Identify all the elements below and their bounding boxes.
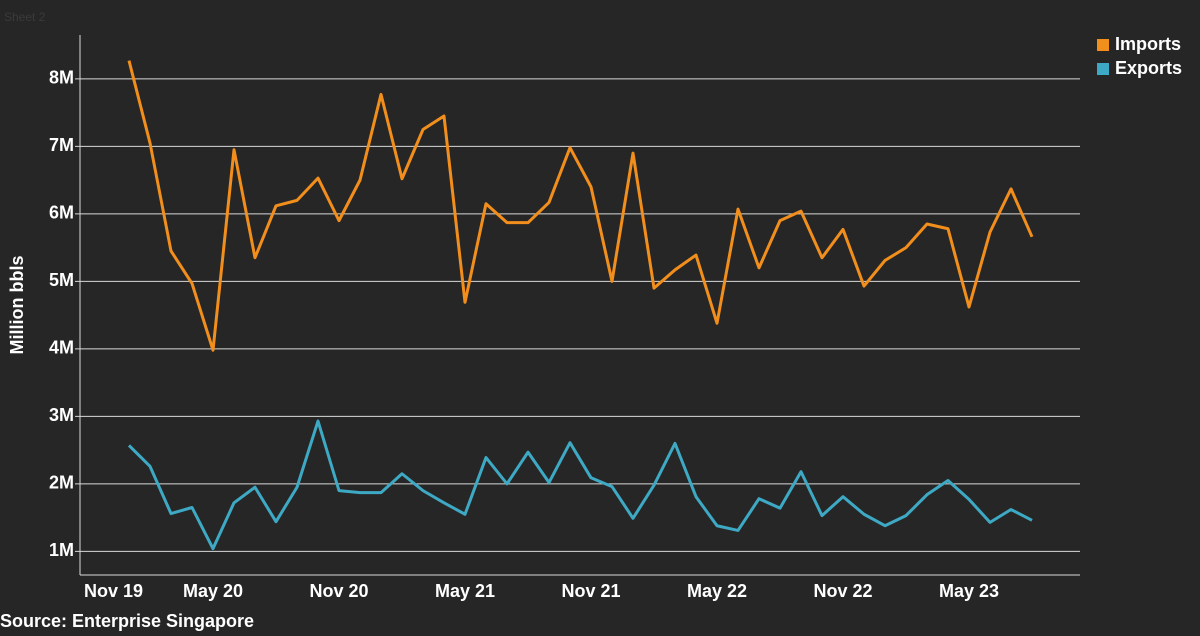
legend-label: Exports bbox=[1115, 58, 1182, 78]
x-tick-label: May 20 bbox=[183, 581, 243, 601]
y-tick-label: 1M bbox=[49, 540, 74, 560]
legend-swatch bbox=[1097, 63, 1109, 75]
x-tick-label: Nov 20 bbox=[309, 581, 368, 601]
legend-swatch bbox=[1097, 39, 1109, 51]
x-tick-label: Nov 19 bbox=[84, 581, 143, 601]
y-tick-label: 4M bbox=[49, 338, 74, 358]
x-tick-label: Nov 22 bbox=[813, 581, 872, 601]
line-0 bbox=[127, 60, 1034, 352]
y-tick-label: 7M bbox=[49, 135, 74, 155]
x-tick-label: May 22 bbox=[687, 581, 747, 601]
x-tick-label: May 21 bbox=[435, 581, 495, 601]
sheet-label: Sheet 2 bbox=[4, 10, 46, 24]
y-tick-label: 8M bbox=[49, 68, 74, 88]
y-tick-label: 2M bbox=[49, 473, 74, 493]
x-tick-label: Nov 21 bbox=[561, 581, 620, 601]
source: Source: Enterprise Singapore bbox=[0, 611, 254, 631]
y-tick-label: 5M bbox=[49, 270, 74, 290]
legend-label: Imports bbox=[1115, 34, 1181, 54]
y-axis-label: Million bbls bbox=[7, 256, 27, 355]
y-tick-label: 3M bbox=[49, 405, 74, 425]
line-1 bbox=[127, 419, 1033, 551]
y-tick-label: 6M bbox=[49, 203, 74, 223]
x-tick-label: May 23 bbox=[939, 581, 999, 601]
